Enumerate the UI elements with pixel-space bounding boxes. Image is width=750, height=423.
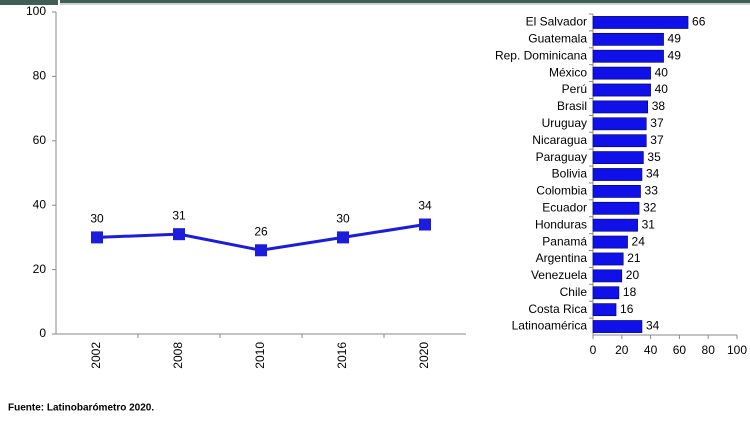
- y-tick-label: 100: [26, 4, 46, 18]
- y-tick-label: Guatemala: [528, 32, 587, 46]
- x-tick-label: 100: [727, 343, 747, 357]
- value-label: 37: [650, 133, 664, 147]
- value-label: 34: [418, 199, 432, 213]
- x-tick-label: 2010: [253, 342, 267, 369]
- value-label: 16: [620, 302, 634, 316]
- bar: [592, 235, 628, 249]
- bar: [592, 151, 644, 164]
- y-tick-label: 20: [33, 262, 47, 276]
- source-note: Fuente: Latinobarómetro 2020.: [8, 403, 154, 414]
- bar: [592, 134, 647, 148]
- bar: [592, 100, 649, 114]
- x-tick-label: 2020: [417, 342, 431, 369]
- bar: [592, 252, 624, 266]
- x-tick-label: 20: [615, 343, 629, 357]
- value-label: 31: [642, 217, 656, 231]
- x-tick-label: 2008: [171, 342, 185, 369]
- y-tick-label: 40: [33, 197, 47, 211]
- bar: [592, 269, 623, 283]
- value-label: 37: [650, 116, 664, 130]
- value-label: 18: [623, 285, 637, 299]
- x-tick-label: 40: [644, 343, 658, 357]
- marker: [91, 231, 103, 244]
- header-block: [0, 0, 58, 5]
- bar: [592, 32, 664, 46]
- bar: [592, 218, 638, 232]
- y-tick-label: Brasil: [557, 99, 587, 113]
- bar: [592, 320, 643, 333]
- y-tick-label: El Salvador: [526, 15, 587, 29]
- y-tick-label: 0: [39, 326, 46, 340]
- x-tick-label: 0: [590, 343, 597, 357]
- x-tick-label: 60: [673, 343, 687, 357]
- y-tick-label: México: [549, 65, 587, 79]
- value-label: 26: [254, 224, 268, 238]
- y-tick-label: Panamá: [542, 234, 587, 248]
- value-label: 31: [172, 208, 186, 222]
- y-tick-label: Argentina: [536, 251, 588, 265]
- y-tick-label: Colombia: [536, 184, 587, 198]
- value-label: 34: [646, 167, 660, 181]
- y-tick-label: Honduras: [535, 217, 587, 231]
- value-label: 40: [655, 65, 669, 79]
- value-label: 24: [632, 234, 646, 248]
- value-label: 30: [90, 212, 104, 226]
- marker: [337, 231, 349, 244]
- y-tick-label: Paraguay: [536, 150, 587, 164]
- value-label: 40: [655, 82, 669, 96]
- y-tick-label: Rep. Dominicana: [495, 48, 587, 62]
- y-tick-label: Chile: [560, 285, 588, 299]
- y-tick-label: Costa Rica: [528, 302, 587, 316]
- value-label: 34: [646, 319, 660, 333]
- y-tick-label: Ecuador: [542, 200, 587, 214]
- marker: [173, 228, 185, 241]
- y-tick-label: 80: [33, 69, 47, 83]
- bar: [592, 83, 651, 97]
- bar: [592, 16, 689, 29]
- x-tick-label: 80: [702, 343, 716, 357]
- bar: [592, 66, 651, 80]
- value-label: 32: [643, 200, 657, 214]
- value-label: 33: [645, 184, 659, 198]
- x-tick-label: 2016: [335, 342, 349, 369]
- bar: [592, 49, 664, 63]
- marker: [419, 218, 431, 231]
- y-tick-label: Bolivia: [552, 167, 588, 181]
- y-tick-label: Uruguay: [542, 116, 587, 130]
- y-tick-label: Perú: [562, 82, 587, 96]
- bar: [592, 185, 641, 198]
- bar: [592, 286, 620, 300]
- value-label: 66: [692, 15, 706, 29]
- y-tick-label: 60: [33, 133, 47, 147]
- value-label: 49: [668, 48, 682, 62]
- value-label: 49: [668, 32, 682, 46]
- bar: [592, 117, 647, 131]
- value-label: 38: [652, 99, 666, 113]
- y-tick-label: Latinoamérica: [512, 319, 588, 333]
- bar: [592, 201, 640, 215]
- marker: [255, 244, 267, 257]
- x-tick-label: 2002: [89, 342, 103, 369]
- value-label: 35: [647, 150, 661, 164]
- header-band: [60, 0, 750, 3]
- bar: [592, 168, 643, 181]
- y-tick-label: Nicaragua: [532, 133, 587, 147]
- bar: [592, 303, 617, 317]
- value-label: 30: [336, 212, 350, 226]
- value-label: 20: [626, 268, 640, 282]
- value-label: 21: [627, 251, 641, 265]
- y-tick-label: Venezuela: [531, 268, 587, 282]
